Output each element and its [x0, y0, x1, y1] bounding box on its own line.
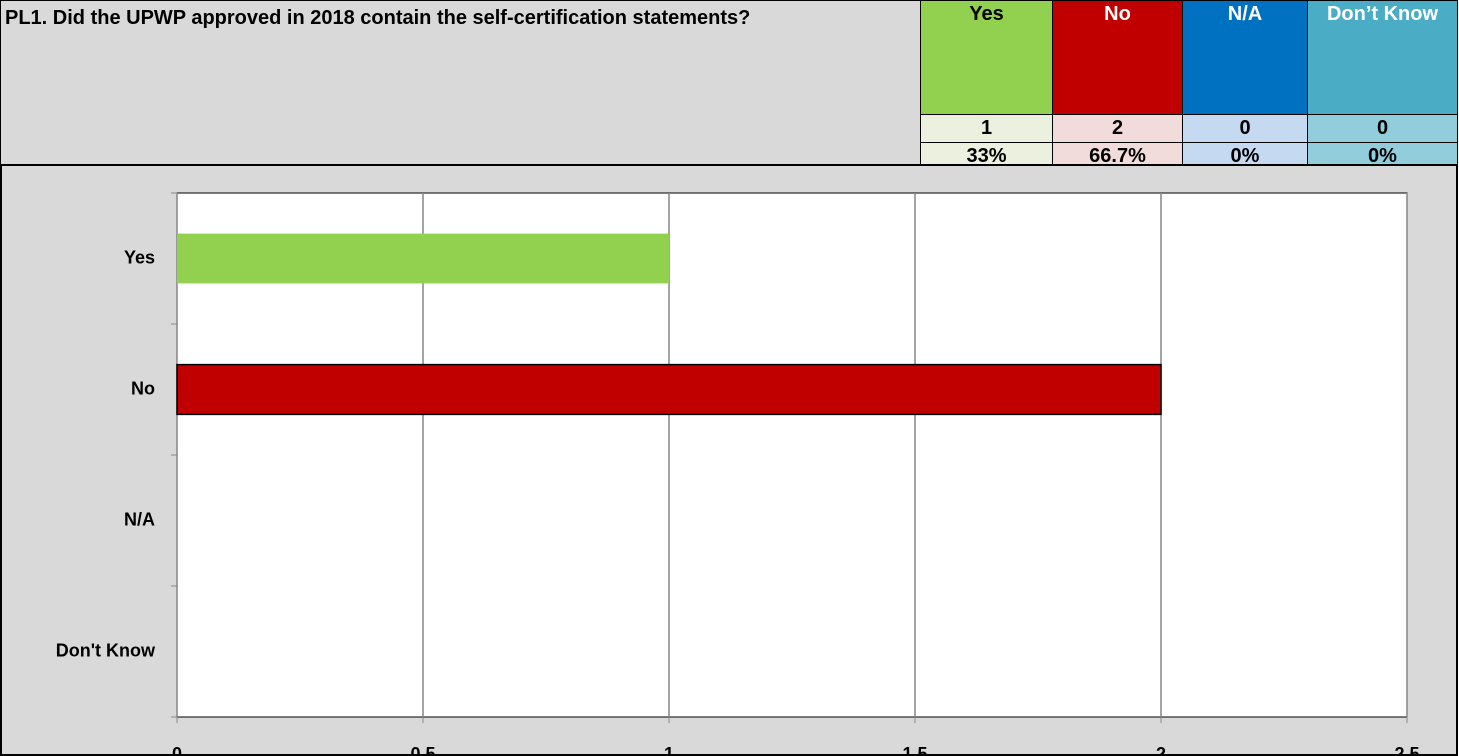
bar	[176, 363, 1162, 416]
y-tick-label: No	[131, 378, 155, 398]
x-tick-label: 2	[1156, 744, 1166, 756]
count: 0	[1307, 114, 1458, 143]
count: 1	[920, 114, 1053, 143]
y-tick-label: Don't Know	[56, 640, 156, 660]
x-tick-label: 0	[172, 744, 182, 756]
x-tick-label: 2.5	[1394, 744, 1419, 756]
question-table: PL1. Did the UPWP approved in 2018 conta…	[0, 0, 1458, 171]
x-tick-label: 1	[664, 744, 674, 756]
bar	[177, 233, 669, 284]
count: 2	[1052, 114, 1183, 143]
question: PL1. Did the UPWP approved in 2018 conta…	[0, 0, 921, 171]
y-tick-label: Yes	[124, 247, 155, 267]
y-tick-label: N/A	[124, 509, 155, 529]
header-na: N/A	[1182, 0, 1308, 115]
x-tick-label: 0.5	[410, 744, 435, 756]
header-dont-know: Don’t Know	[1307, 0, 1458, 115]
x-tick-label: 1.5	[902, 744, 927, 756]
header-no: No	[1052, 0, 1183, 115]
